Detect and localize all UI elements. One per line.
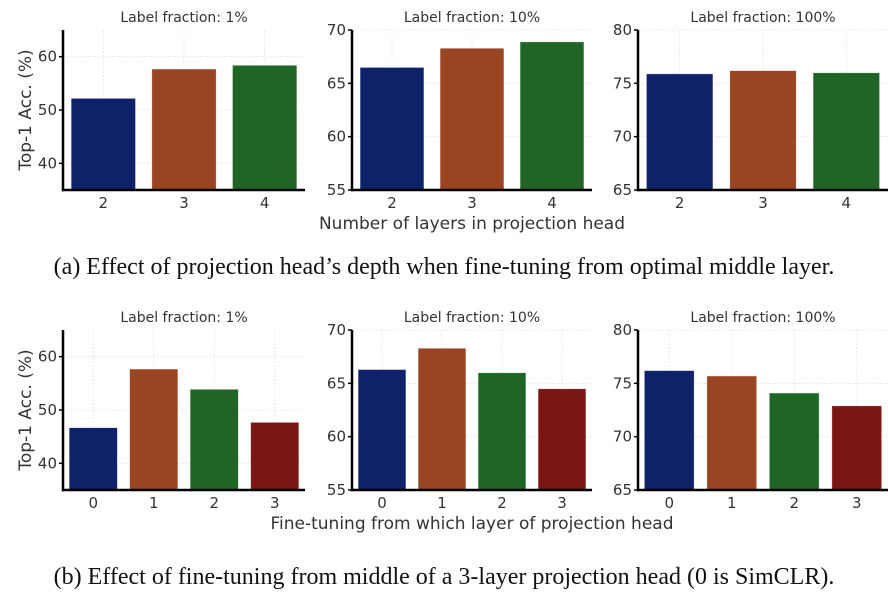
- x-tick-label: 3: [179, 194, 189, 212]
- bar-a-3-4: [812, 72, 881, 191]
- y-tick-label: 60: [327, 128, 346, 146]
- y-tick-label: 55: [327, 481, 346, 499]
- y-tick-label: 65: [613, 181, 632, 199]
- x-tick-label: 1: [149, 494, 159, 512]
- y-tick-label: 80: [613, 21, 632, 39]
- y-tick-label: 70: [327, 21, 346, 39]
- x-tick-label: 3: [467, 194, 477, 212]
- bar-a-2-3: [439, 47, 505, 191]
- y-tick-label: 70: [613, 428, 632, 446]
- chart-title: Label fraction: 1%: [120, 310, 247, 326]
- x-tick-label: 4: [547, 194, 557, 212]
- x-tick-label: 3: [270, 494, 280, 512]
- x-tick-label: 2: [789, 494, 799, 512]
- x-tick-label: 3: [852, 494, 862, 512]
- y-tick-label: 65: [327, 374, 346, 392]
- y-tick-label: 70: [327, 321, 346, 339]
- x-tick-label: 0: [377, 494, 387, 512]
- y-tick-label: 40: [38, 154, 57, 172]
- chart-title: Label fraction: 1%: [120, 10, 247, 26]
- bar-a-1-3: [151, 68, 217, 191]
- y-tick-label: 65: [327, 74, 346, 92]
- bar-a-1-4: [231, 64, 298, 191]
- bar-b-1-0: [68, 427, 118, 491]
- x-tick-label: 2: [497, 494, 507, 512]
- chart-title: Label fraction: 100%: [690, 310, 835, 326]
- bar-a-2-4: [519, 41, 585, 191]
- y-tick-label: 80: [613, 321, 632, 339]
- chart-title: Label fraction: 100%: [690, 10, 835, 26]
- x-tick-label: 2: [209, 494, 219, 512]
- y-tick-label: 75: [613, 74, 632, 92]
- bar-b-2-2: [477, 372, 527, 491]
- bar-b-2-1: [417, 347, 467, 491]
- y-tick-label: 60: [38, 348, 57, 366]
- y-tick-label: 40: [38, 454, 57, 472]
- x-tick-label: 1: [727, 494, 737, 512]
- y-tick-label: 60: [38, 48, 57, 66]
- x-axis-label: Fine-tuning from which layer of projecti…: [270, 514, 673, 534]
- y-tick-label: 50: [38, 101, 57, 119]
- y-tick-label: 70: [613, 128, 632, 146]
- bar-a-3-2: [645, 73, 714, 191]
- chart-title: Label fraction: 10%: [404, 310, 540, 326]
- bar-b-3-3: [831, 405, 883, 491]
- x-tick-label: 2: [387, 194, 397, 212]
- y-tick-label: 65: [613, 481, 632, 499]
- x-tick-label: 1: [437, 494, 447, 512]
- x-tick-label: 2: [99, 194, 109, 212]
- x-axis-label: Number of layers in projection head: [319, 214, 625, 234]
- x-tick-label: 0: [664, 494, 674, 512]
- y-axis-label: Top-1 Acc. (%): [16, 349, 36, 471]
- x-tick-label: 4: [842, 194, 852, 212]
- bar-a-1-2: [70, 97, 136, 191]
- bar-a-2-2: [359, 66, 425, 191]
- x-tick-label: 4: [260, 194, 270, 212]
- y-tick-label: 60: [327, 428, 346, 446]
- bar-b-3-2: [768, 392, 820, 491]
- bar-b-1-3: [250, 421, 300, 491]
- caption-a: (a) Effect of projection head’s depth wh…: [53, 254, 835, 280]
- bar-b-2-0: [357, 369, 407, 491]
- y-tick-label: 50: [38, 401, 57, 419]
- x-tick-label: 3: [557, 494, 567, 512]
- x-tick-label: 0: [88, 494, 98, 512]
- bar-a-3-3: [729, 70, 797, 191]
- bar-b-3-0: [643, 370, 695, 491]
- y-tick-label: 55: [327, 181, 346, 199]
- x-tick-label: 2: [675, 194, 685, 212]
- x-tick-label: 3: [758, 194, 768, 212]
- bar-b-1-2: [189, 388, 239, 491]
- bar-b-1-1: [129, 368, 179, 491]
- y-tick-label: 75: [613, 374, 632, 392]
- y-axis-label: Top-1 Acc. (%): [16, 49, 36, 171]
- bar-b-3-1: [706, 375, 758, 491]
- chart-title: Label fraction: 10%: [404, 10, 540, 26]
- bar-b-2-3: [537, 388, 587, 491]
- caption-b: (b) Effect of fine-tuning from middle of…: [53, 564, 835, 590]
